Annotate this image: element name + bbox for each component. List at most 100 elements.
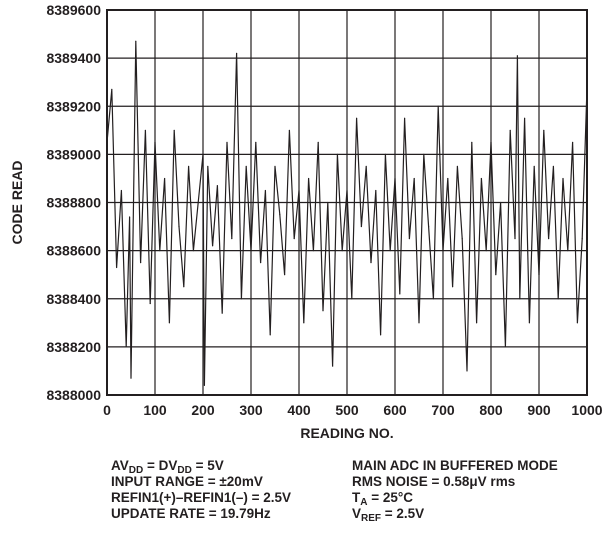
data-point: [543, 129, 545, 131]
note-line: VREF = 2.5V: [352, 506, 558, 524]
y-tick-label: 8389200: [46, 98, 101, 114]
data-point: [351, 298, 353, 300]
data-point: [183, 286, 185, 288]
y-tick-labels: 8389600 8389400 8389200 8389000 8388800 83886…: [46, 2, 101, 403]
note-subscript: REF: [361, 513, 382, 524]
data-point: [428, 225, 430, 228]
data-point: [375, 189, 377, 192]
noise-chart: 8389600 8389400 8389200 8389000 8388800 83886…: [9, 2, 603, 441]
data-point: [197, 201, 199, 204]
data-point: [264, 189, 266, 192]
data-point: [495, 274, 497, 276]
data-point: [471, 141, 473, 143]
x-tick-label: 100: [143, 402, 167, 418]
data-point: [322, 310, 324, 312]
y-axis-title: CODE READ: [9, 160, 25, 244]
note-text: = 2.5V: [381, 506, 425, 521]
data-point: [327, 201, 329, 204]
note-line: UPDATE RATE = 19.79Hz: [111, 506, 291, 522]
data-point: [461, 237, 463, 240]
data-point: [576, 322, 579, 324]
data-point: [538, 274, 540, 276]
x-axis-title: READING NO.: [300, 425, 393, 441]
plot-frame: [106, 9, 588, 396]
data-point: [528, 322, 531, 324]
data-point: [413, 177, 415, 180]
note-line: REFIN1(+)–REFIN1(–) = 2.5V: [111, 490, 291, 506]
data-point: [332, 365, 334, 367]
data-point: [380, 334, 382, 336]
data-point: [188, 165, 190, 168]
data-point: [370, 262, 372, 264]
data-point: [356, 117, 358, 119]
data-point: [168, 322, 170, 324]
data-point: [298, 189, 300, 192]
data-point: [452, 286, 454, 288]
x-tick-label: 800: [479, 402, 503, 418]
x-tick-label: 500: [335, 402, 359, 418]
data-point: [404, 117, 406, 119]
data-point: [226, 141, 228, 143]
data-point: [423, 153, 425, 155]
data-point: [135, 40, 137, 42]
y-tick-label: 8389600: [46, 2, 101, 18]
note-text: = 5V: [191, 458, 224, 473]
data-point: [279, 213, 281, 216]
note-line: MAIN ADC IN BUFFERED MODE: [352, 458, 558, 474]
series-line: [106, 41, 588, 386]
y-tick-label: 8389000: [46, 146, 101, 162]
data-point: [394, 177, 396, 180]
data-point: [125, 346, 127, 348]
data-point: [149, 302, 151, 305]
conditions-right: MAIN ADC IN BUFFERED MODE RMS NOISE = 0.5…: [352, 458, 558, 524]
data-point: [476, 322, 478, 324]
data-point: [164, 177, 166, 180]
x-tick-label: 300: [239, 402, 263, 418]
data-point: [245, 165, 247, 168]
x-tick-label: 700: [431, 402, 455, 418]
data-point: [336, 153, 338, 155]
data-point: [308, 177, 310, 180]
data-point: [173, 129, 175, 131]
data-point: [548, 237, 550, 240]
data-point: [207, 165, 209, 168]
data-point: [557, 298, 559, 300]
note-text: AV: [111, 458, 129, 473]
x-tick-label: 0: [103, 402, 111, 418]
data-point: [116, 266, 118, 269]
data-point: [202, 153, 204, 155]
data-point: [120, 189, 122, 192]
note-line: AVDD = DVDD = 5V: [111, 458, 291, 476]
data-point: [399, 293, 401, 295]
data-point: [111, 88, 113, 91]
data-point: [178, 225, 180, 228]
x-tick-label: 400: [287, 402, 311, 418]
data-point: [418, 322, 420, 324]
data-point: [288, 129, 290, 131]
data-point: [365, 165, 367, 168]
data-point: [504, 346, 506, 348]
note-line: RMS NOISE = 0.58μV rms: [352, 474, 558, 490]
note-line: INPUT RANGE = ±20mV: [111, 474, 291, 490]
data-point: [221, 312, 223, 314]
data-point: [533, 165, 535, 168]
data-point: [408, 237, 410, 240]
data-point: [212, 245, 214, 247]
data-point: [240, 298, 242, 300]
data-point: [231, 237, 233, 240]
note-subscript: DD: [177, 465, 192, 476]
data-point: [130, 377, 132, 379]
data-point: [341, 250, 343, 252]
data-point: [303, 322, 305, 324]
data-point: [442, 250, 444, 252]
note-text: = DV: [143, 458, 178, 473]
data-point: [581, 237, 583, 240]
note-text: RMS NOISE = 0.58μV rms: [352, 474, 516, 489]
data-point: [480, 177, 482, 180]
data-point: [384, 153, 386, 155]
data-point: [389, 250, 391, 252]
data-point: [269, 334, 271, 336]
data-point: [317, 141, 319, 143]
y-tick-label: 8388000: [46, 387, 101, 403]
y-tick-label: 8388600: [46, 243, 101, 259]
